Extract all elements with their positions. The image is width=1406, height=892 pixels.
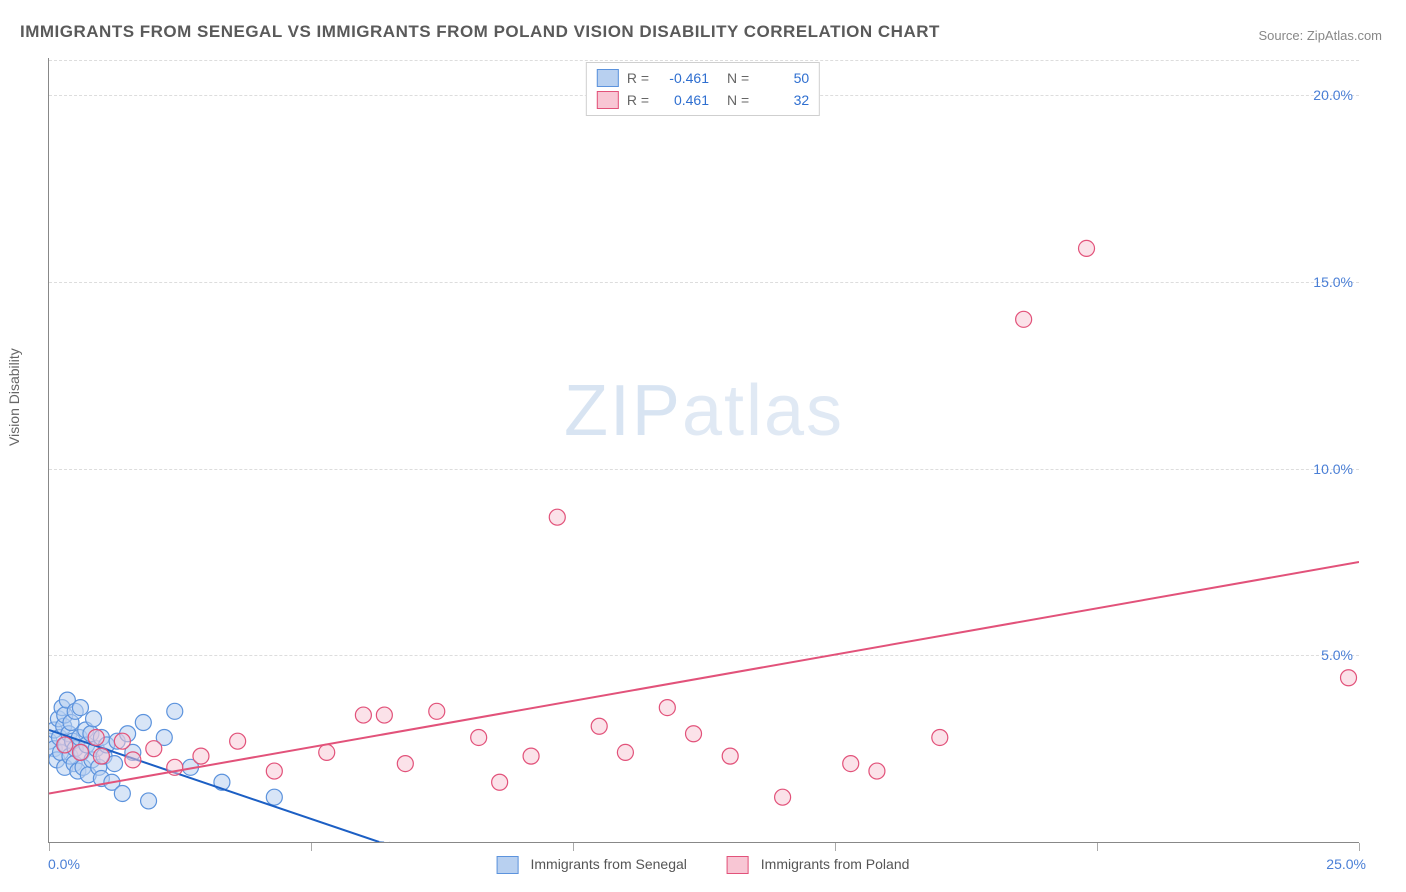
data-point bbox=[355, 707, 371, 723]
data-point bbox=[775, 789, 791, 805]
trend-line bbox=[49, 562, 1359, 793]
source-attribution: Source: ZipAtlas.com bbox=[1258, 28, 1382, 43]
plot-area: ZIPatlas 5.0%10.0%15.0%20.0% bbox=[48, 58, 1359, 843]
data-point bbox=[471, 729, 487, 745]
data-point bbox=[523, 748, 539, 764]
x-tick-mark bbox=[311, 843, 312, 851]
x-tick-mark bbox=[573, 843, 574, 851]
data-point bbox=[591, 718, 607, 734]
data-point bbox=[319, 744, 335, 760]
correlation-legend: R = -0.461 N = 50 R = 0.461 N = 32 bbox=[586, 62, 820, 116]
legend-row-poland: R = 0.461 N = 32 bbox=[593, 89, 813, 111]
data-point bbox=[57, 737, 73, 753]
legend-row-senegal: R = -0.461 N = 50 bbox=[593, 67, 813, 89]
chart-title: IMMIGRANTS FROM SENEGAL VS IMMIGRANTS FR… bbox=[20, 22, 940, 42]
data-point bbox=[843, 756, 859, 772]
data-point bbox=[93, 748, 109, 764]
data-point bbox=[135, 715, 151, 731]
y-axis-label: Vision Disability bbox=[6, 348, 22, 446]
data-point bbox=[397, 756, 413, 772]
data-point bbox=[114, 733, 130, 749]
chart-svg bbox=[49, 58, 1359, 842]
data-point bbox=[88, 729, 104, 745]
data-point bbox=[114, 785, 130, 801]
legend-swatch-poland bbox=[597, 91, 619, 109]
x-tick-mark bbox=[1359, 843, 1360, 851]
data-point bbox=[617, 744, 633, 760]
data-point bbox=[230, 733, 246, 749]
series-legend: Immigrants from Senegal Immigrants from … bbox=[497, 856, 910, 874]
data-point bbox=[1016, 311, 1032, 327]
data-point bbox=[376, 707, 392, 723]
data-point bbox=[167, 703, 183, 719]
data-point bbox=[141, 793, 157, 809]
data-point bbox=[869, 763, 885, 779]
x-tick-mark bbox=[1097, 843, 1098, 851]
legend-swatch-poland-b bbox=[727, 856, 749, 874]
data-point bbox=[146, 741, 162, 757]
x-axis-tick-25: 25.0% bbox=[1326, 856, 1366, 872]
legend-item-poland: Immigrants from Poland bbox=[727, 856, 910, 874]
data-point bbox=[659, 700, 675, 716]
legend-swatch-senegal-b bbox=[497, 856, 519, 874]
x-tick-mark bbox=[49, 843, 50, 851]
data-point bbox=[1079, 240, 1095, 256]
data-point bbox=[932, 729, 948, 745]
data-point bbox=[549, 509, 565, 525]
data-point bbox=[722, 748, 738, 764]
data-point bbox=[86, 711, 102, 727]
data-point bbox=[686, 726, 702, 742]
data-point bbox=[193, 748, 209, 764]
x-tick-mark bbox=[835, 843, 836, 851]
data-point bbox=[266, 789, 282, 805]
data-point bbox=[492, 774, 508, 790]
data-point bbox=[266, 763, 282, 779]
data-point bbox=[72, 700, 88, 716]
legend-item-senegal: Immigrants from Senegal bbox=[497, 856, 687, 874]
data-point bbox=[429, 703, 445, 719]
data-point bbox=[125, 752, 141, 768]
data-point bbox=[1341, 670, 1357, 686]
legend-swatch-senegal bbox=[597, 69, 619, 87]
data-point bbox=[72, 744, 88, 760]
x-axis-tick-0: 0.0% bbox=[48, 856, 80, 872]
